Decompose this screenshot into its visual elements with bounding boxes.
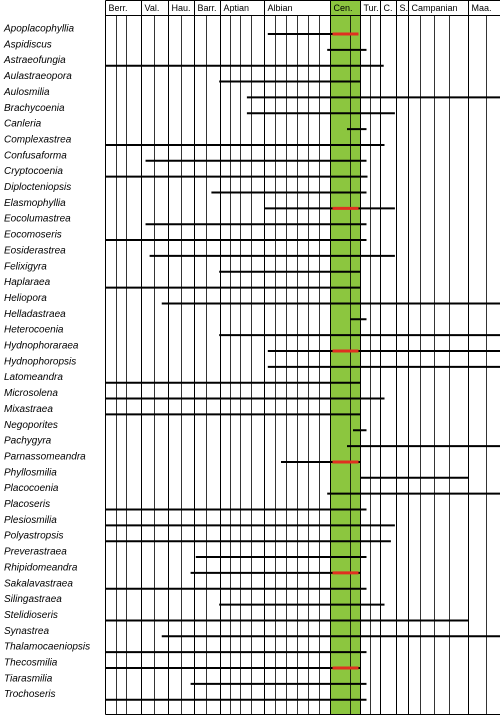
taxon-label: Hydnophoropsis [4, 356, 76, 367]
taxon-label: Microsolena [4, 388, 58, 399]
taxon-label: Elasmophyllia [4, 198, 66, 209]
taxon-label: Diplocteniopsis [4, 182, 71, 193]
taxon-label: Canleria [4, 119, 42, 130]
taxon-label: Heliopora [4, 293, 47, 304]
taxon-label: Phyllosmilia [4, 467, 57, 478]
taxon-label: Eocolumastrea [4, 214, 71, 225]
taxon-label: Tiarasmilia [4, 673, 53, 684]
taxon-label: Placocoenia [4, 483, 59, 494]
taxon-label: Complexastrea [4, 134, 72, 145]
taxon-label: Helladastraea [4, 309, 66, 320]
taxon-label: Latomeandra [4, 372, 63, 383]
taxon-label: Eosiderastrea [4, 245, 66, 256]
taxon-label: Hydnophoraraea [4, 341, 79, 352]
taxon-label: Synastrea [4, 626, 49, 637]
taxon-label: Pachygyra [4, 436, 52, 447]
taxon-label: Confusaforma [4, 150, 67, 161]
stage-label-tur: Tur. [364, 3, 379, 13]
taxon-label: Rhipidomeandra [4, 562, 78, 573]
taxon-label: Aulastraeopora [3, 71, 72, 82]
taxon-label: Thecosmilia [4, 658, 58, 669]
taxon-label: Preverastraea [4, 547, 67, 558]
taxon-label: Apoplacophyllia [3, 24, 74, 35]
taxon-label: Sakalavastraea [4, 578, 73, 589]
taxon-label: Eocomoseris [4, 230, 62, 241]
cenomanian-highlight-band [330, 0, 361, 715]
taxon-label: Polyastropsis [4, 531, 63, 542]
stage-label-barr: Barr. [198, 3, 217, 13]
stage-header: Berr. Val. Hau. Barr. Aptian Albian Cen. Tur. C.… [105, 3, 500, 16]
taxon-label: Parnassomeandra [4, 451, 86, 462]
taxon-label: Placoseris [4, 499, 50, 510]
taxon-label: Aspidiscus [3, 39, 52, 50]
taxon-label: Plesiosmilia [4, 515, 57, 526]
taxon-label: Brachycoenia [4, 103, 65, 114]
stage-label-campanian: Campanian [412, 3, 458, 13]
taxon-label: Negoporites [4, 420, 58, 431]
taxon-label: Felixigyra [4, 261, 47, 272]
stage-label-albian: Albian [268, 3, 293, 13]
taxon-label: Thalamocaeniopsis [4, 642, 90, 653]
taxon-label: Stelidioseris [4, 610, 58, 621]
stage-label-aptian: Aptian [224, 3, 250, 13]
taxon-label: Trochoseris [4, 689, 56, 700]
taxon-labels: Apoplacophyllia Aspidiscus Astraeofungia Au… [3, 24, 90, 701]
range-bars [105, 32, 500, 701]
stage-grid [105, 0, 487, 715]
stage-label-maa: Maa. [472, 3, 492, 13]
taxon-label: Mixastraea [4, 404, 53, 415]
taxon-label: Astraeofungia [3, 55, 66, 66]
stage-label-val: Val. [145, 3, 160, 13]
taxon-label: Heterocoenia [4, 325, 64, 336]
taxon-label: Cryptocoenia [4, 166, 63, 177]
stage-label-berr: Berr. [109, 3, 128, 13]
taxon-label: Haplaraea [4, 277, 51, 288]
taxon-label: Silingastraea [4, 594, 62, 605]
stage-label-cen: Cen. [334, 3, 353, 13]
stage-label-s: S. [400, 3, 409, 13]
stage-label-c: C. [384, 3, 393, 13]
taxon-label: Aulosmilia [3, 87, 50, 98]
stage-label-hau: Hau. [172, 3, 191, 13]
